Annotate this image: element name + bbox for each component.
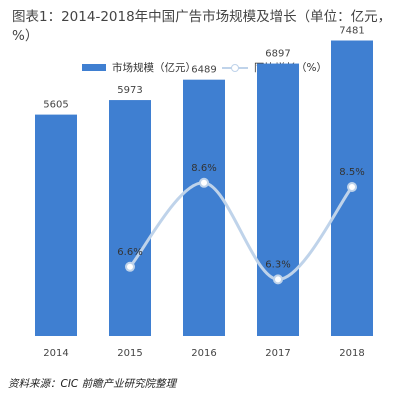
chart-title: 图表1：2014-2018年中国广告市场规模及增长（单位：亿元，%）: [12, 9, 392, 44]
bar-value-label-2018: 7481: [339, 26, 364, 37]
legend-line-swatch: [222, 63, 248, 73]
growth-point-2018: [347, 182, 357, 192]
x-tick-label-2015: 2015: [117, 348, 142, 359]
x-tick-label-2014: 2014: [43, 348, 68, 359]
growth-line: [128, 181, 354, 281]
x-tick-label-2016: 2016: [191, 348, 216, 359]
source-note: 资料来源：CIC 前瞻产业研究院整理: [8, 378, 177, 390]
bar-value-label-2015: 5973: [117, 85, 142, 96]
bar-2015: [109, 100, 151, 336]
legend-bar-swatch: [82, 64, 106, 71]
growth-label-2015: 6.6%: [117, 247, 142, 258]
growth-point-2015: [125, 261, 135, 272]
x-tick-label-2018: 2018: [339, 348, 364, 359]
legend-label-market-size: 市场规模（亿元）: [112, 62, 196, 74]
bar-value-label-2017: 6897: [265, 49, 290, 60]
bar-2016: [183, 79, 225, 336]
bar-2014: [35, 114, 77, 336]
growth-label-2017: 6.3%: [265, 259, 290, 270]
bar-value-label-2016: 6489: [191, 65, 216, 76]
bar-2017: [257, 63, 299, 336]
growth-point-2016: [199, 177, 209, 188]
bar-value-label-2014: 5605: [43, 100, 68, 111]
legend-item-market-size: 市场规模（亿元）: [82, 60, 196, 75]
x-tick-label-2017: 2017: [265, 348, 290, 359]
growth-label-2016: 8.6%: [191, 163, 216, 174]
growth-point-2017: [273, 274, 283, 285]
growth-label-2018: 8.5%: [339, 167, 364, 178]
